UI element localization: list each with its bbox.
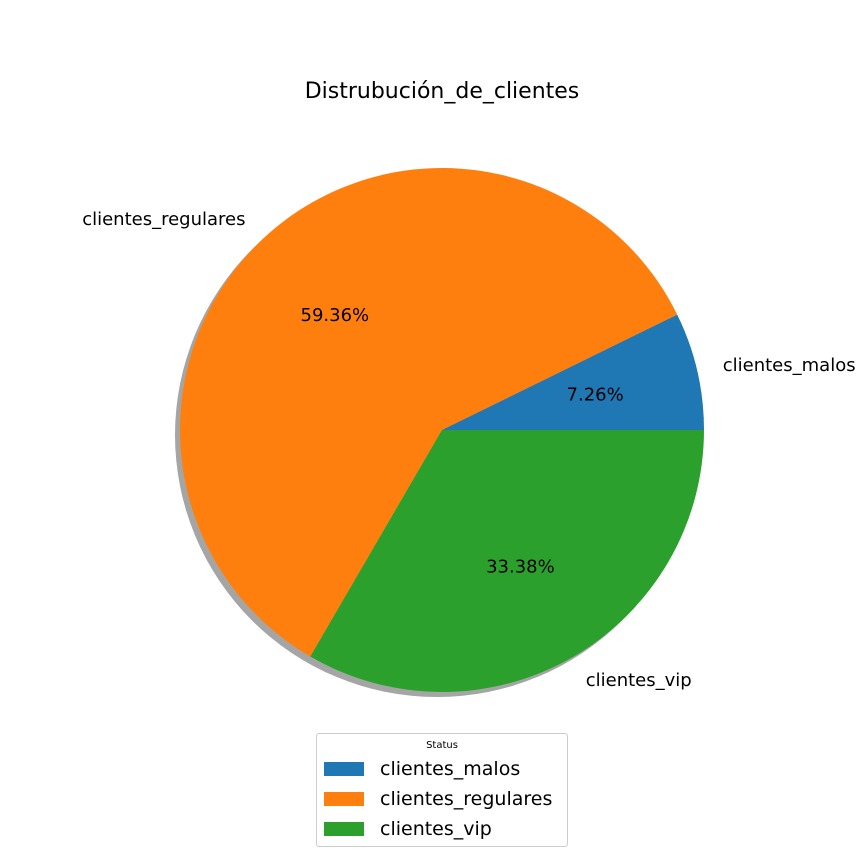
legend-item-clientes-vip: clientes_vip: [324, 814, 567, 844]
chart-title: Distrubución_de_clientes: [305, 79, 580, 104]
slice-label: clientes_malos: [723, 355, 856, 376]
slice-percent-label: 33.38%: [486, 556, 555, 577]
pie-slice-clientes-malos: [442, 314, 704, 430]
slice-label: clientes_regulares: [82, 209, 245, 230]
legend-swatch: [324, 762, 364, 776]
legend-label: clientes_vip: [380, 818, 492, 840]
slice-label: clientes_vip: [586, 670, 692, 691]
slice-percent-label: 59.36%: [301, 305, 370, 326]
legend-swatch: [324, 822, 364, 836]
pie-slice-clientes-regulares: [179, 167, 678, 657]
legend-item-clientes-malos: clientes_malos: [324, 754, 567, 784]
legend-item-clientes-regulares: clientes_regulares: [324, 784, 567, 814]
slice-percent-label: 7.26%: [567, 384, 624, 405]
pie-slice-clientes-vip: [310, 430, 704, 692]
legend-label: clientes_regulares: [380, 788, 553, 810]
legend-swatch: [324, 792, 364, 806]
legend-title: Status: [426, 740, 458, 751]
legend: Status clientes_malos clientes_regulares…: [316, 733, 568, 847]
legend-label: clientes_malos: [380, 758, 521, 780]
